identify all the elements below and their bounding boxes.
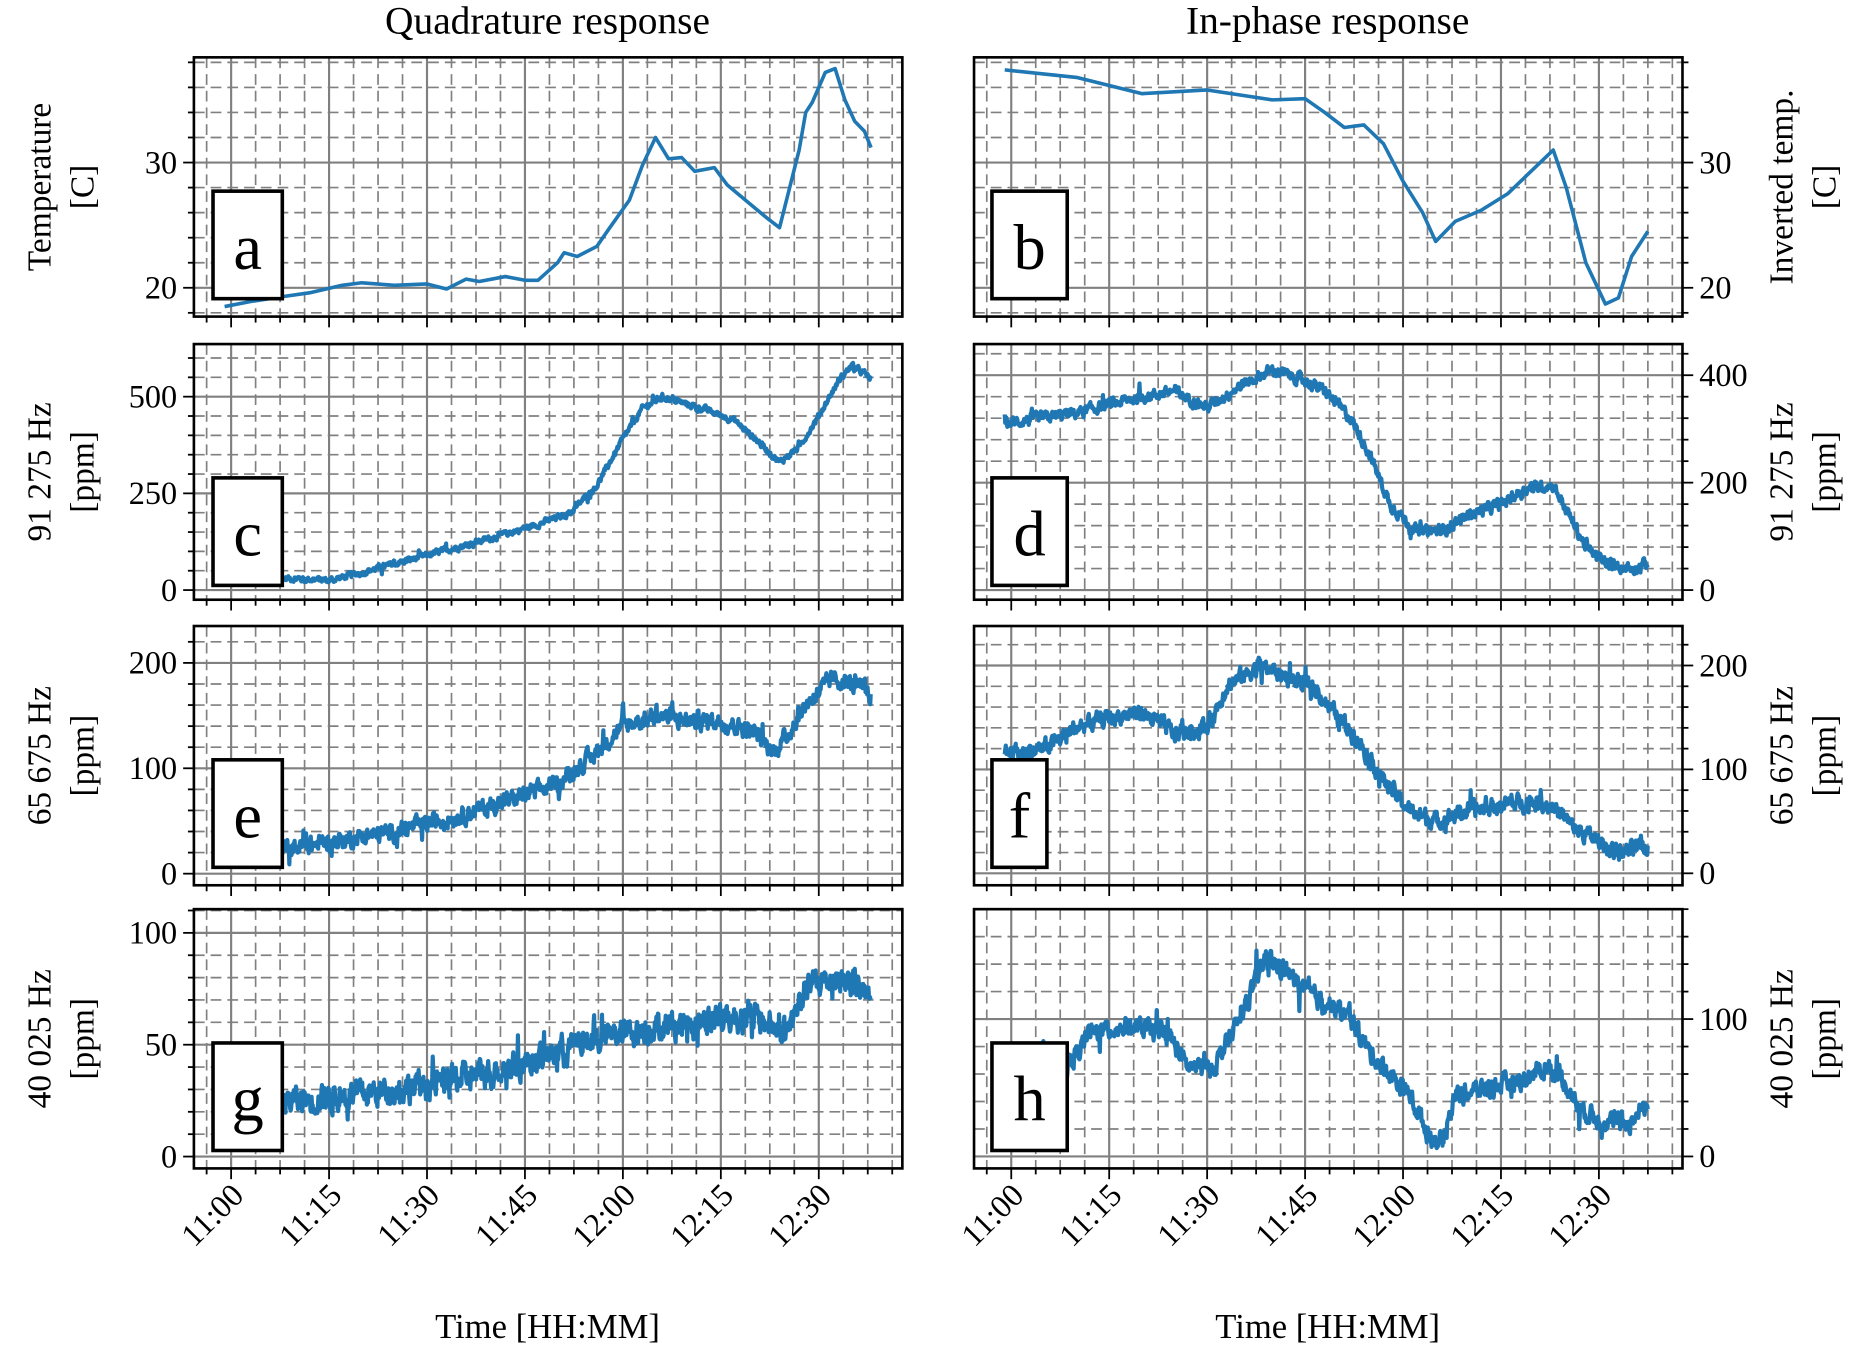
panel-label-box [211, 1041, 285, 1153]
x-tick-label: 12:30 [1541, 1177, 1618, 1254]
y-tick-label: 200 [129, 645, 177, 681]
y-axis-unit-label: [C] [65, 165, 102, 210]
y-tick-label: 0 [1699, 572, 1715, 608]
y-tick-label: 0 [1699, 855, 1715, 891]
panel-d: 0 200 400 d 91 275 Hz [ppm] [972, 342, 1843, 611]
axes-frame [192, 624, 904, 887]
panel-label-letter: d [1013, 499, 1045, 570]
y-axis-unit-label: [ppm] [1806, 998, 1843, 1080]
panel-label-letter: h [1013, 1064, 1045, 1135]
series-line-b [1004, 68, 1650, 306]
panel-f: 0 100 200 f 65 675 Hz [ppm] [972, 624, 1843, 897]
x-tick-label: 11:45 [468, 1177, 545, 1254]
y-axis-unit-label: [ppm] [1806, 715, 1843, 797]
series-line-d [1002, 363, 1650, 577]
panel-c: 0 250 500 c 91 275 Hz [ppm] [22, 342, 904, 611]
panel-label-box [211, 189, 285, 301]
x-axis-label-right: Time [HH:MM] [1215, 1308, 1440, 1346]
y-axis-label: Inverted temp. [1763, 89, 1800, 284]
panel-h: 0 100 h 40 025 Hz [ppm] 11:00 11:15 11:30 11:45 1… [954, 907, 1843, 1254]
panel-e: 0 100 200 e 65 675 Hz [ppm] [22, 624, 904, 897]
axes-frame [972, 624, 1684, 887]
panel-a: 20 30 a Temperature [C] [22, 56, 904, 328]
series-line-g [229, 966, 873, 1122]
series-line-c [262, 360, 873, 585]
axes-frame [972, 907, 1684, 1170]
y-tick-label: 100 [129, 750, 177, 786]
series-line-a [224, 66, 873, 309]
y-tick-label: 100 [1699, 1001, 1747, 1037]
panel-label-box [211, 476, 285, 588]
y-axis-label: 91 275 Hz [22, 402, 59, 541]
y-tick-label: 20 [145, 270, 177, 306]
y-axis-unit-label: [ppm] [65, 715, 102, 797]
panel-label-box [990, 758, 1049, 870]
series-line-f [1002, 655, 1650, 862]
y-axis-unit-label: [ppm] [65, 431, 102, 513]
x-tick-label: 12:30 [761, 1177, 838, 1254]
x-tick-label: 12:15 [663, 1177, 740, 1254]
x-tick-label: 12:00 [565, 1177, 642, 1254]
panel-label-box [990, 189, 1070, 301]
y-axis-label: Temperature [22, 103, 59, 271]
panel-b: 20 30 b Inverted temp. [C] [972, 56, 1843, 328]
column-title-quadrature: Quadrature response [385, 0, 710, 42]
y-axis-label: 40 025 Hz [22, 969, 59, 1108]
x-tick-label: 11:00 [954, 1177, 1031, 1254]
y-axis-unit-label: [ppm] [65, 998, 102, 1080]
y-tick-label: 30 [145, 144, 177, 180]
panel-label-box [211, 758, 285, 870]
panel-label-letter: a [233, 212, 262, 283]
axes-frame [192, 907, 904, 1170]
series-line-e [261, 669, 873, 867]
y-axis-unit-label: [ppm] [1806, 431, 1843, 513]
y-tick-label: 500 [129, 378, 177, 414]
y-axis-label: 65 675 Hz [22, 686, 59, 825]
axes-frame [192, 56, 904, 318]
panel-label-letter: g [232, 1064, 264, 1135]
y-axis-label: 65 675 Hz [1763, 686, 1800, 825]
x-tick-label: 11:30 [370, 1177, 447, 1254]
column-title-in-phase: In-phase response [1186, 0, 1469, 42]
y-tick-label: 100 [1699, 751, 1747, 787]
y-tick-label: 0 [161, 855, 177, 891]
panel-label-letter: c [233, 499, 262, 570]
axes-frame [972, 56, 1684, 318]
x-tick-label: 11:15 [1052, 1177, 1129, 1254]
axes-frame [972, 342, 1684, 602]
y-tick-label: 30 [1699, 144, 1731, 180]
y-tick-label: 100 [129, 915, 177, 951]
y-tick-label: 0 [1699, 1138, 1715, 1174]
x-tick-label: 12:15 [1443, 1177, 1520, 1254]
y-tick-label: 0 [161, 572, 177, 608]
panel-label-letter: e [233, 780, 262, 851]
x-tick-label: 11:15 [272, 1177, 349, 1254]
y-tick-label: 250 [129, 475, 177, 511]
y-tick-label: 200 [1699, 464, 1747, 500]
x-tick-label: 11:30 [1150, 1177, 1227, 1254]
x-tick-label: 12:00 [1345, 1177, 1422, 1254]
series-line-h [1002, 948, 1650, 1151]
axes-frame [192, 342, 904, 602]
y-tick-label: 0 [161, 1138, 177, 1174]
panel-label-letter: f [1009, 780, 1031, 851]
y-axis-label: 91 275 Hz [1763, 402, 1800, 541]
x-tick-label: 11:45 [1248, 1177, 1325, 1254]
panel-g: 0 50 100 g 40 025 Hz [ppm] 11:00 11:15 11:30 11:4… [22, 907, 904, 1254]
panel-label-box [990, 1041, 1070, 1153]
panel-label-box [990, 476, 1070, 588]
y-axis-label: 40 025 Hz [1763, 969, 1800, 1108]
y-tick-label: 400 [1699, 357, 1747, 393]
x-tick-label: 11:00 [174, 1177, 251, 1254]
y-tick-label: 20 [1699, 270, 1731, 306]
y-tick-label: 200 [1699, 647, 1747, 683]
y-axis-unit-label: [C] [1806, 165, 1843, 210]
x-axis-label-left: Time [HH:MM] [435, 1308, 660, 1346]
panel-label-letter: b [1013, 212, 1045, 283]
y-tick-label: 50 [145, 1026, 177, 1062]
